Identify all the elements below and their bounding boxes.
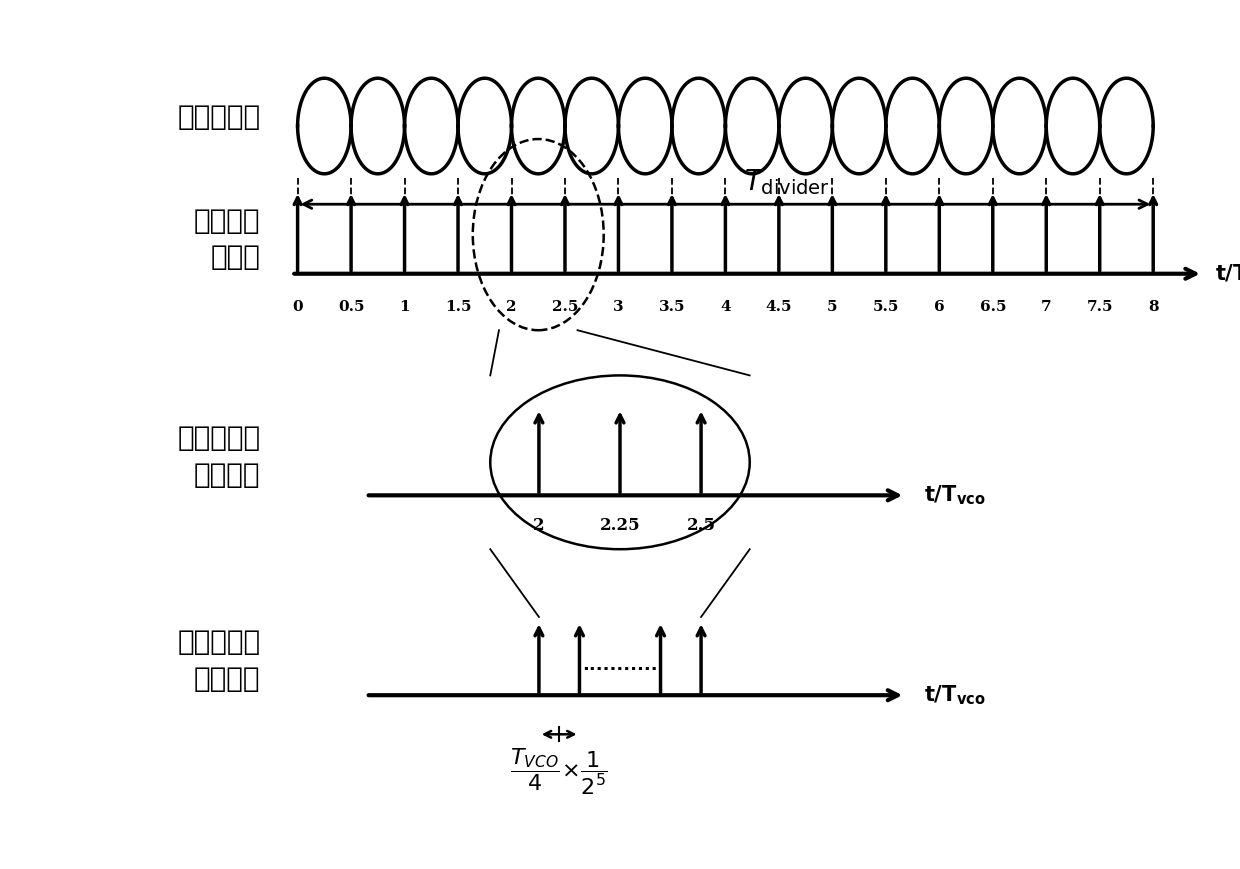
Text: 分频器输
出相位: 分频器输 出相位 [193,207,260,271]
Text: 2.25: 2.25 [600,517,640,534]
Text: 4.5: 4.5 [765,300,792,314]
Text: 3.5: 3.5 [658,300,686,314]
Text: 振荡器相位: 振荡器相位 [177,103,260,131]
Text: 7.5: 7.5 [1086,300,1114,314]
Text: 1.5: 1.5 [445,300,471,314]
Text: 2.5: 2.5 [687,517,715,534]
Text: t/T$_{\bf vco}$: t/T$_{\bf vco}$ [924,683,986,707]
Text: 5: 5 [827,300,837,314]
Text: 相位插值器
输出相位: 相位插值器 输出相位 [177,424,260,488]
Text: 3: 3 [613,300,624,314]
Text: 2: 2 [533,517,544,534]
Text: 1: 1 [399,300,410,314]
Text: 2.5: 2.5 [552,300,578,314]
Text: 6.5: 6.5 [980,300,1006,314]
Text: 2: 2 [506,300,517,314]
Text: $T_{\rm divider}$: $T_{\rm divider}$ [744,168,831,197]
Text: 8: 8 [1148,300,1158,314]
Text: 6: 6 [934,300,945,314]
Text: 5.5: 5.5 [873,300,899,314]
Text: 7: 7 [1040,300,1052,314]
Text: 0.5: 0.5 [337,300,365,314]
Text: ...........: ........... [583,656,657,673]
Text: 4: 4 [720,300,730,314]
Text: t/T$_{\bf vco}$: t/T$_{\bf vco}$ [1215,262,1240,286]
Text: t/T$_{\bf vco}$: t/T$_{\bf vco}$ [924,483,986,507]
Text: 数字时间转
换器相位: 数字时间转 换器相位 [177,628,260,693]
Text: $\dfrac{T_{VCO}}{4}\!\times\!\dfrac{1}{2^5}$: $\dfrac{T_{VCO}}{4}\!\times\!\dfrac{1}{2… [511,747,608,798]
Text: 0: 0 [293,300,303,314]
